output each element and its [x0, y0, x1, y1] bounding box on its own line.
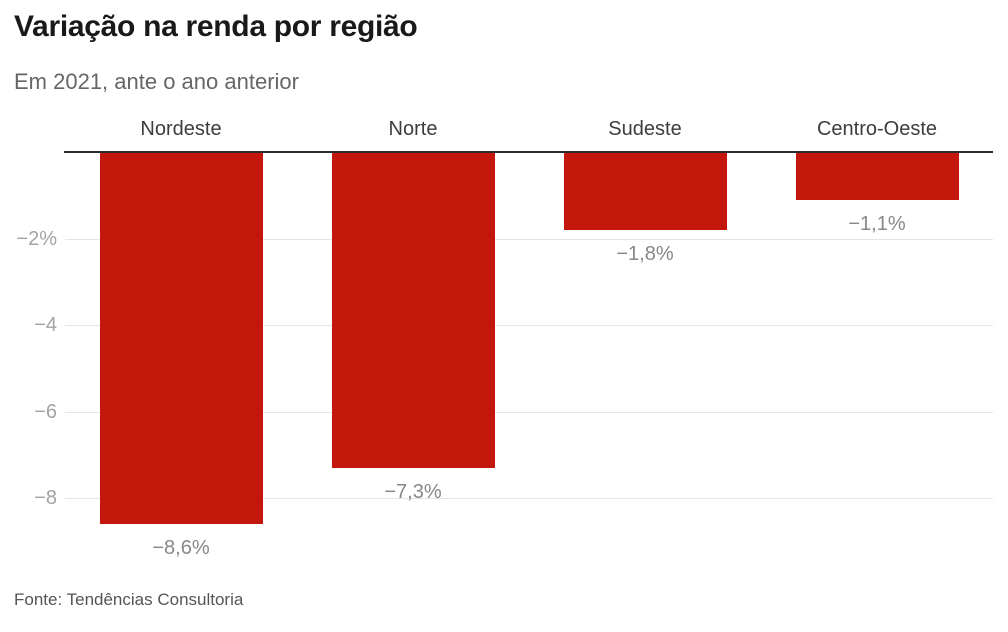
y-tick-label: −4 — [34, 314, 57, 336]
bar — [332, 152, 495, 468]
bar-value-label: −7,3% — [384, 481, 442, 503]
gridline — [65, 239, 993, 240]
gridline — [65, 412, 993, 413]
y-tick-label: −8 — [34, 487, 57, 509]
bar-value-label: −8,6% — [152, 537, 210, 559]
bar-value-label: −1,1% — [848, 213, 906, 235]
source-note: Fonte: Tendências Consultoria — [14, 590, 244, 609]
y-tick-label: −6 — [34, 401, 57, 423]
bar — [564, 152, 727, 230]
zero-axis-line — [64, 151, 993, 153]
chart-subtitle: Em 2021, ante o ano anterior — [14, 69, 299, 94]
gridline — [65, 498, 993, 499]
chart-header: Variação na renda por região Em 2021, an… — [14, 8, 418, 96]
category-label: Sudeste — [608, 118, 682, 140]
bar — [796, 152, 959, 200]
category-label: Norte — [388, 118, 438, 140]
category-label: Nordeste — [140, 118, 222, 140]
category-label: Centro-Oeste — [816, 118, 938, 140]
chart-title: Variação na renda por região — [14, 10, 418, 43]
bar — [100, 152, 263, 524]
gridline — [65, 325, 993, 326]
y-tick-label: −2% — [16, 228, 57, 250]
bar-value-label: −1,8% — [616, 243, 674, 265]
